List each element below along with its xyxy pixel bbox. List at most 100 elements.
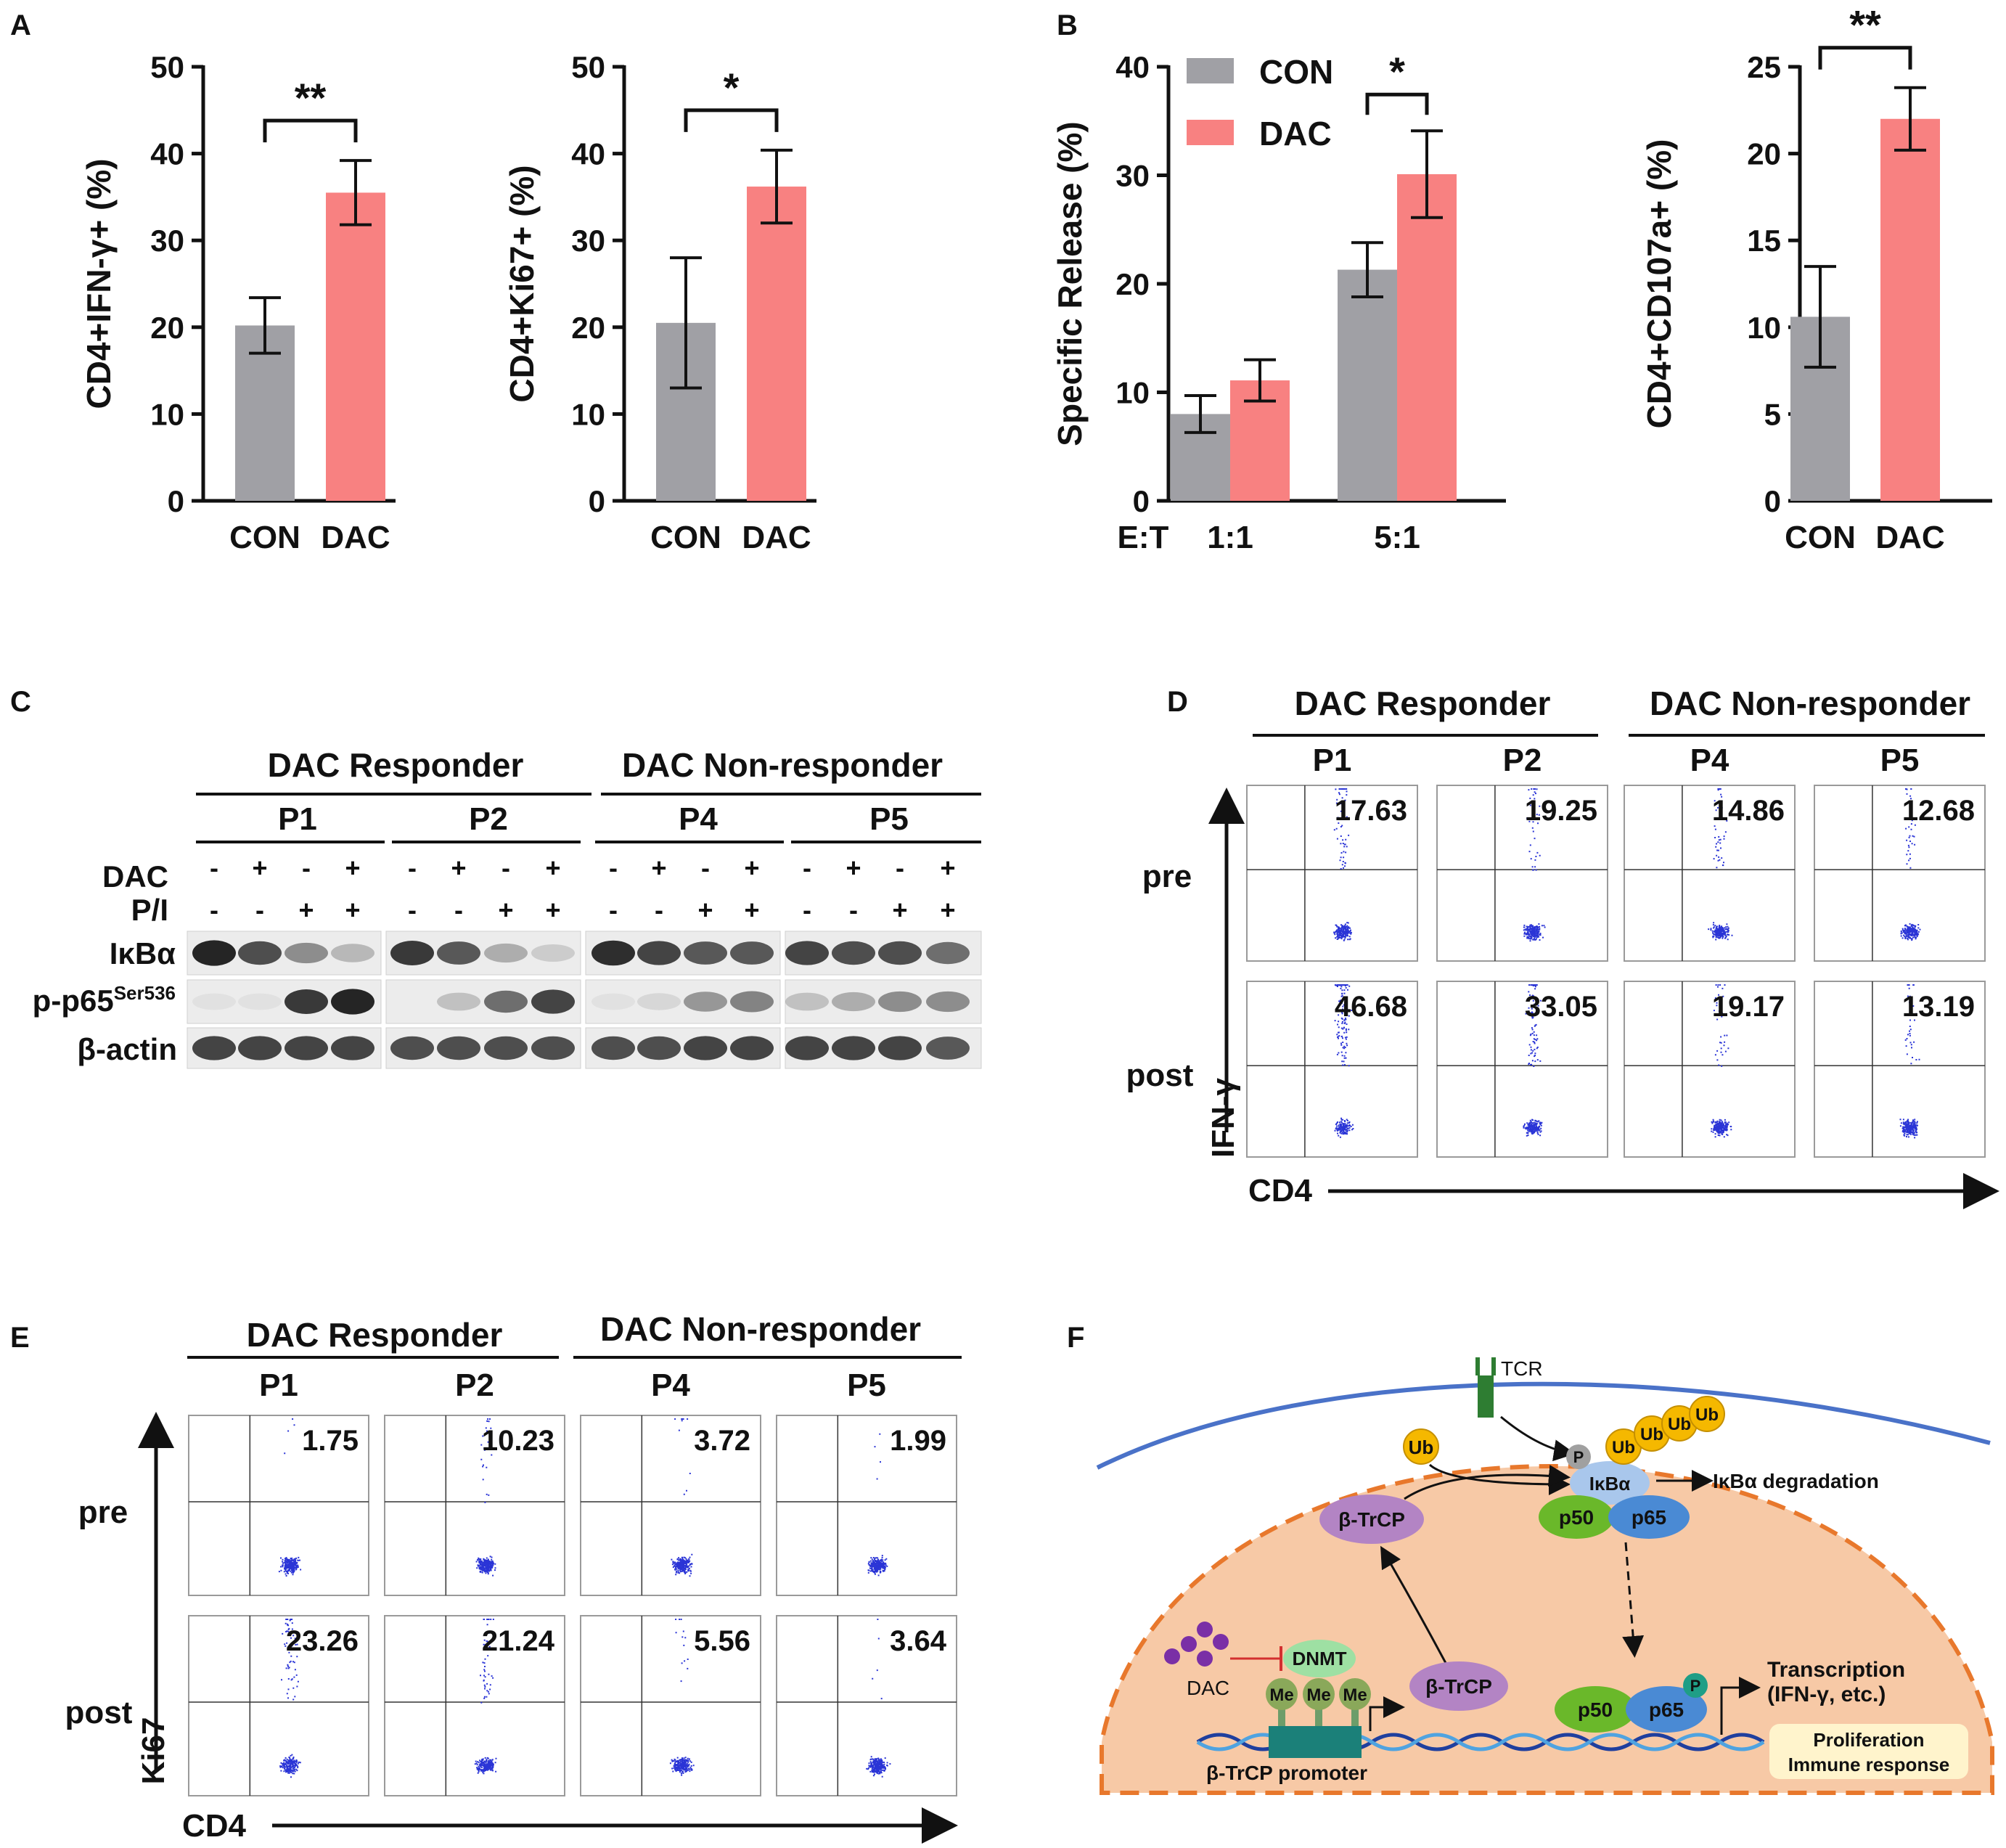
d-patient-p1: P1 [1313,743,1352,778]
x-prefix-label: E:T [1118,520,1169,555]
d-y-axis-label: IFN-γ [1205,1077,1241,1158]
c-blot-band [192,993,236,1010]
plot-frame [1624,785,1796,962]
legend-label-dac: DAC [1259,115,1332,152]
y-tick-label: 30 [1115,159,1150,193]
c-group-nonresponder: DAC Non-responder [622,746,943,784]
bar-con-1 [1338,269,1397,501]
c-blot-band [878,991,922,1013]
panel-label-b: B [1057,9,1078,41]
f-btrcp-cyto [1319,1495,1424,1544]
f-ub-chain-3-label: Ub [1668,1415,1691,1434]
f-p65-nuc-label: p65 [1649,1698,1684,1721]
d-row-label-pre: pre [1142,859,1192,894]
d-patient-p5: P5 [1880,743,1920,778]
c-dac-sign: + [252,853,267,883]
c-pi-sign: - [210,895,218,925]
c-blot-band [637,941,681,965]
c-pi-sign: + [498,895,513,925]
y-tick-label: 20 [150,311,184,345]
c-pi-sign: + [697,895,713,925]
e-flow-plot: 10.23 [384,1415,565,1596]
f-transcription-targets-label: (IFN-γ, etc.) [1767,1683,1886,1706]
f-ikba [1570,1461,1650,1505]
d-group-nonresponder: DAC Non-responder [1650,684,1970,722]
event-dots [1334,984,1354,1138]
panel-label-a: A [10,9,31,41]
c-blot-band [238,993,282,1010]
f-dac-dot-5 [1164,1648,1180,1664]
d-flow-plot: 19.25 [1436,785,1608,962]
e-quadrant-percent: 3.64 [890,1625,947,1657]
c-pi-sign: + [545,895,560,925]
bar-dac [326,192,385,501]
y-tick-label: 10 [571,397,605,431]
c-dac-sign: - [302,853,311,883]
c-blot-band [637,993,681,1010]
f-translocation-arrow [1622,1542,1645,1658]
f-ikba-label: IκBα [1589,1473,1630,1495]
d-patient-p4: P4 [1690,743,1729,778]
c-group-responder: DAC Responder [268,746,524,784]
event-dots [669,1619,695,1776]
panel-label-f: F [1067,1322,1084,1354]
c-dac-sign: + [451,853,466,883]
f-btrcp-cyto-label: β-TrCP [1338,1508,1405,1531]
c-blot-band [730,1036,774,1060]
c-blot-band [484,1036,528,1060]
f-dac-dot-3 [1213,1634,1229,1650]
f-dac-dot-4 [1197,1651,1213,1667]
f-outcome-box [1769,1724,1968,1779]
c-blot-band [284,989,328,1014]
f-tcr-arrow [1500,1415,1576,1462]
d-flow-plot: 14.86 [1624,785,1796,962]
e-patient-p1: P1 [259,1367,298,1403]
c-blot-band [926,991,970,1013]
c-patient-p2: P2 [469,801,508,837]
f-ub-chain-4-label: Ub [1695,1405,1719,1425]
d-quadrant-percent: 14.86 [1712,795,1785,827]
d-row-label-post: post [1126,1058,1194,1093]
y-tick-label: 10 [150,397,184,431]
plot-frame [776,1415,957,1596]
c-dac-sign: - [896,853,904,883]
e-group-responder: DAC Responder [247,1316,503,1354]
f-me-3 [1339,1678,1371,1710]
bar-dac [1880,118,1940,501]
d-quadrant-percent: 33.05 [1525,991,1597,1023]
event-dots [279,1619,301,1778]
x-tick-label: CON [1785,520,1856,555]
x-tick-label: CON [650,520,721,555]
d-quadrant-percent: 19.25 [1525,795,1597,827]
e-quadrant-percent: 21.24 [482,1625,555,1657]
y-tick-label: 20 [571,311,605,345]
event-dots [1523,984,1543,1137]
f-promoter-label: β-TrCP promoter [1206,1762,1367,1784]
c-blot-band [785,992,829,1011]
c-blot-band [331,1036,374,1060]
panel-f-pathway-diagram: TCR Ub IκBα P Ub Ub Ub Ub IκBα degradati… [1096,1357,1994,1795]
y-tick-label: 0 [1764,484,1781,518]
plot-frame [776,1615,957,1796]
d-quadrant-percent: 12.68 [1902,795,1975,827]
y-tick-label: 20 [1115,267,1150,301]
d-flow-plot: 33.05 [1436,981,1608,1158]
c-blot-band [531,1036,575,1060]
event-dots [1708,788,1733,941]
plot-frame [1814,981,1986,1158]
y-axis-label: Specific Release (%) [1051,121,1089,446]
y-tick-label: 10 [1115,376,1150,410]
y-axis-label: CD4+CD107a+ (%) [1640,139,1678,429]
f-promoter-box [1269,1726,1362,1758]
e-flow-plot: 3.64 [776,1615,957,1796]
e-flow-plot: 5.56 [580,1615,761,1796]
c-blot-band [192,940,236,966]
y-axis-label: CD4+Ki67+ (%) [503,165,541,402]
c-blot-band [531,989,575,1014]
f-cell-membrane [1096,1381,1991,1470]
event-dots [671,1418,693,1577]
e-quadrant-percent: 3.72 [694,1425,750,1457]
f-p65-cyto-label: p65 [1632,1506,1666,1529]
